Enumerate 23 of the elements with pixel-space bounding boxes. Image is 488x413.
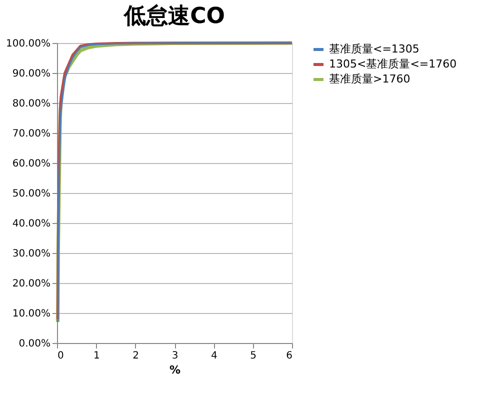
legend-label: 基准质量>1760 xyxy=(329,72,410,86)
y-tick-label: 90.00% xyxy=(12,68,50,80)
x-tick-label: 1 xyxy=(93,350,100,362)
y-tick-label: 30.00% xyxy=(12,248,50,260)
y-tick-label: 40.00% xyxy=(12,218,50,230)
x-tick-label: 0 xyxy=(58,350,64,362)
y-tick-label: 50.00% xyxy=(12,188,50,200)
y-tick-label: 100.00% xyxy=(6,38,50,50)
x-axis-title: % xyxy=(169,364,181,376)
y-tick-label: 0.00% xyxy=(18,338,50,350)
legend-label: 1305<基准质量<=1760 xyxy=(329,58,457,70)
y-tick-label: 70.00% xyxy=(12,128,50,140)
x-tick-label: 2 xyxy=(132,350,140,362)
x-tick-label: 5 xyxy=(250,350,257,362)
y-tick-label: 20.00% xyxy=(12,278,50,290)
legend-label: 基准质量<=1305 xyxy=(329,42,420,56)
y-tick-label: 60.00% xyxy=(12,158,50,170)
x-tick-label: 3 xyxy=(172,350,178,362)
x-tick-label: 4 xyxy=(210,350,218,362)
y-tick-label: 80.00% xyxy=(12,98,50,110)
x-tick-label: 6 xyxy=(286,350,292,362)
chart-title: 低怠速CO xyxy=(123,3,225,29)
y-tick-label: 10.00% xyxy=(12,308,50,320)
